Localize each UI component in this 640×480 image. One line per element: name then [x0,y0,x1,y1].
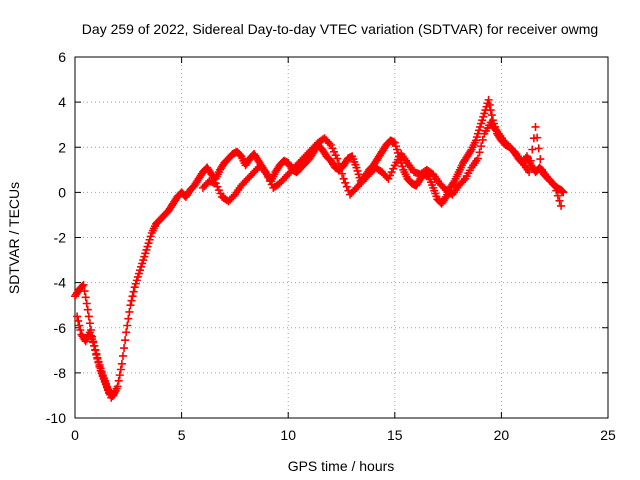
axis-ticks: 0 5 10 15 20 25 -10 -8 -6 -4 -2 0 2 4 6 [46,49,616,443]
data-point-interp [78,282,87,291]
y-tick-label: 4 [58,94,66,110]
chart-title: Day 259 of 2022, Sidereal Day-to-day VTE… [82,21,598,37]
y-axis-label: SDTVAR / TECUs [6,182,22,294]
data-point [559,188,568,197]
x-tick-label: 25 [600,427,616,443]
x-tick-label: 20 [494,427,510,443]
y-tick-label: -10 [46,410,66,426]
y-tick-label: 6 [58,49,66,65]
data-point-interp [81,293,90,302]
data-point-interp [478,135,487,144]
data-point [333,154,342,163]
data-point [531,122,540,131]
data-point-interp [84,312,93,321]
data-point [79,280,88,289]
data-point-interp [82,299,91,308]
data-point-interp [334,159,343,168]
data-point-interp [125,307,134,316]
data-point-interp [110,388,119,397]
data-point-interp [123,321,132,330]
data-point-interp [76,326,85,335]
data-point [550,181,559,190]
data-point-interp [114,376,123,385]
data-point-interp [528,145,537,154]
data-point-interp [129,287,138,296]
data-point-interp [80,287,89,296]
data-point [83,305,92,314]
data-point-interp [342,182,351,191]
data-point-interp [124,314,133,323]
data-point [484,95,493,104]
data-point-interp [120,344,129,353]
data-point-interp [92,349,101,358]
data-point-interp [93,353,102,362]
y-tick-label: 0 [58,184,66,200]
y-tick-label: -6 [54,320,67,336]
data-point-interp [341,178,350,187]
data-point-interp [526,156,535,165]
data-point-interp [336,164,345,173]
data-point [111,386,120,395]
data-point-interp [536,155,545,164]
data-point-interp [115,371,124,380]
data-point-interp [91,345,100,354]
data-point-interp [487,111,496,120]
data-point [557,201,566,210]
data-point [113,382,122,391]
data-point-interp [534,144,543,153]
data-point [122,328,131,337]
data-point-interp [475,148,484,157]
data-point [126,301,135,310]
x-tick-label: 10 [280,427,296,443]
data-point-interp [553,191,562,200]
data-point-interp [75,321,84,330]
data-point-interp [486,106,495,115]
data-point-interp [485,100,494,109]
data-point-interp [128,292,137,301]
data-point-interp [121,336,130,345]
data-point-interp [127,296,136,305]
data-point [90,341,99,350]
data-point-interp [459,176,468,185]
data-point [339,174,348,183]
data-marks [71,95,568,402]
y-tick-label: 2 [58,139,66,155]
data-point-interp [338,169,347,178]
data-point [473,154,482,163]
data-point-interp [533,133,542,142]
x-tick-label: 15 [387,427,403,443]
data-point-interp [85,319,94,328]
y-tick-label: -2 [54,230,67,246]
data-point-interp [549,179,558,188]
x-axis-label: GPS time / hours [288,458,395,474]
data-point-interp [118,351,127,360]
data-point [117,359,126,368]
x-tick-label: 5 [178,427,186,443]
data-point-interp [477,142,486,151]
data-point-interp [74,316,83,325]
y-tick-label: -8 [54,365,67,381]
data-point-interp [555,196,564,205]
data-point-interp [116,365,125,374]
data-point-interp [552,186,561,195]
x-tick-label: 0 [71,427,79,443]
y-tick-label: -4 [54,275,67,291]
grid-lines [75,57,608,418]
data-point-interp [325,139,334,148]
data-point [525,168,534,177]
data-point [73,312,82,321]
